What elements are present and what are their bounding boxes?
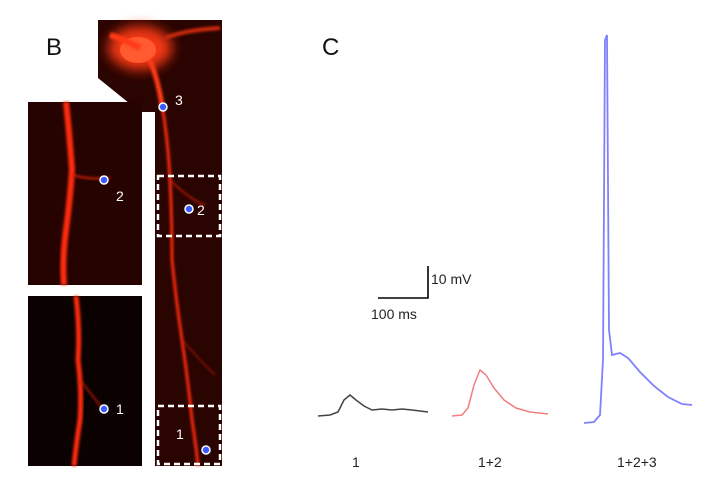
scale-bar: [378, 266, 429, 299]
trace-1-2: [451, 368, 549, 417]
trace-1: [317, 394, 429, 417]
main-dendrite: [160, 104, 200, 467]
inset-bottom-micrograph: [28, 296, 142, 466]
trace-label-1-2: 1+2: [478, 454, 502, 470]
trace-1-2-3: [583, 34, 693, 424]
dashed-box-top: [156, 174, 222, 238]
inset-bottom-label: 1: [116, 401, 124, 417]
dashed-box-bottom: [156, 404, 222, 466]
main-micrograph: [98, 20, 222, 466]
scale-voltage-label: 10 mV: [431, 271, 472, 287]
trace-label-1-2-3: 1+2+3: [617, 454, 657, 470]
main-label-3: 3: [175, 92, 183, 108]
inset-top-label: 2: [116, 188, 124, 204]
stim-site-2-marker-main: [184, 204, 194, 214]
trace-label-1: 1: [352, 454, 360, 470]
stim-site-1-marker-main: [201, 445, 211, 455]
main-label-2: 2: [197, 202, 205, 218]
stim-site-2-marker-inset: [99, 175, 109, 185]
stim-site-3-marker: [158, 102, 168, 112]
panel-label-b: B: [46, 34, 63, 61]
scale-time-label: 100 ms: [371, 306, 417, 322]
panel-label-c: C: [322, 34, 340, 61]
stim-site-1-marker-inset: [99, 404, 109, 414]
inset-top-micrograph: [28, 102, 142, 285]
main-label-1: 1: [176, 426, 184, 442]
